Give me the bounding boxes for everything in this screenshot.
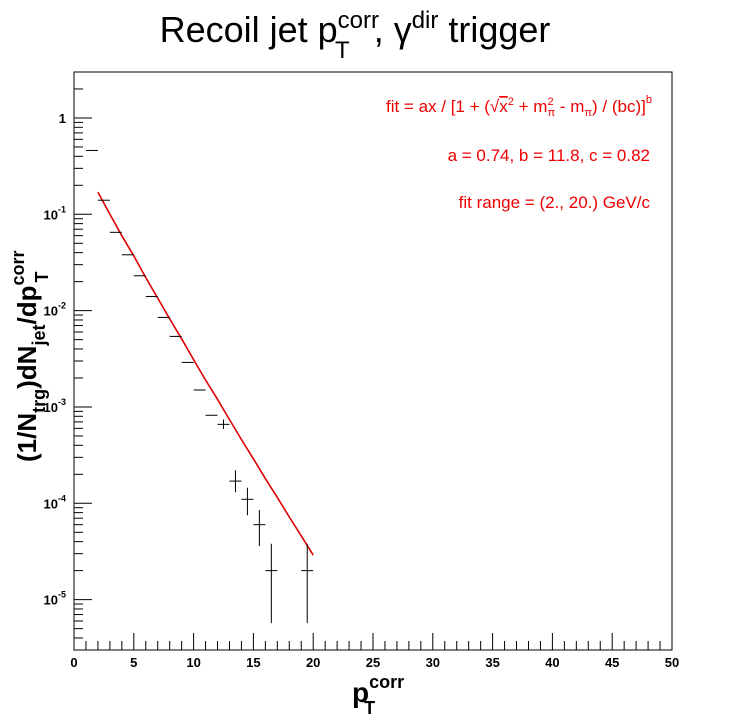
fit-exp-b: b [646,94,652,106]
data-point [217,419,230,430]
y-axis-tick-labels: 10-5 10-4 10-3 10-2 10-1 1 [44,111,66,608]
ylabel-a: (1/N [12,413,42,462]
title-mid: , γ [374,9,412,50]
y-tick-label: 10-3 [44,397,66,415]
data-point [229,470,242,493]
fit-sqrt-icon: √ [490,97,500,116]
x-tick-label: 35 [485,655,499,670]
fit-minus: - m [555,97,584,116]
fit-mpi-sub: π [548,107,556,119]
y-tick-label: 10-5 [44,590,66,608]
ylabel-d: jet [29,325,49,347]
x-tick-label: 25 [366,655,380,670]
fit-line [97,191,314,556]
y-tick-label: 10-1 [44,204,66,222]
title-sup2: dir [412,7,439,34]
x-axis-ticks [73,633,673,650]
fit-x-exp: 2 [508,96,514,108]
y-axis-label: (1/Ntrg)dNjet/dpcorr T [8,251,52,462]
ylabel-c: )dN [12,346,42,389]
ylabel-b: trg [29,389,49,413]
title-end: trigger [438,9,550,50]
fit-params: a = 0.74, b = 11.8, c = 0.82 [448,146,650,165]
x-axis-label: pcorr T [352,672,404,718]
x-tick-label: 20 [306,655,320,670]
y-tick-label: 10-4 [44,493,66,511]
title-sup1: corr [338,7,379,34]
x-tick-label: 40 [545,655,559,670]
fit-formula: fit = ax / [1 + (√x2 + m2 π - mπ) / (bc)]… [386,94,652,119]
x-tick-label: 30 [426,655,440,670]
x-tick-label: 5 [130,655,137,670]
title-main: Recoil jet p [160,9,338,50]
x-tick-label: 45 [605,655,619,670]
chart-title: Recoil jet pcorr T , γdir trigger [160,7,551,64]
y-axis-ticks [74,71,92,651]
y-tick-label: 10-2 [44,301,66,319]
fit-formula-p1: fit = ax / [1 + ( [386,97,490,116]
fit-formula-p2: ) / (bc)] [592,97,646,116]
xlabel-sup: corr [369,672,404,692]
x-tick-label: 10 [186,655,200,670]
x-tick-label: 50 [665,655,679,670]
data-point [253,510,266,547]
xlabel-main: p [352,677,369,708]
x-tick-label: 0 [70,655,77,670]
ylabel-g: T [32,272,52,283]
x-tick-label: 15 [246,655,260,670]
title-sub1: T [335,37,350,64]
x-axis-tick-labels: 0 5 10 15 20 25 30 35 40 45 50 [70,655,679,670]
ylabel-f: corr [8,251,28,286]
fit-curve [97,191,314,556]
data-points [85,149,314,624]
y-tick-label: 1 [59,111,66,126]
fit-plus: + m [514,97,548,116]
fit-range: fit range = (2., 20.) GeV/c [459,193,651,212]
ylabel-e: /dp [12,286,42,325]
xlabel-sub: T [364,698,375,718]
data-point [301,543,314,624]
fit-mpi-sup: 2 [547,96,553,108]
data-point [241,487,254,516]
fit-x: x [499,97,508,116]
data-point [265,543,278,624]
fit-mpi2-sub: π [584,107,592,119]
